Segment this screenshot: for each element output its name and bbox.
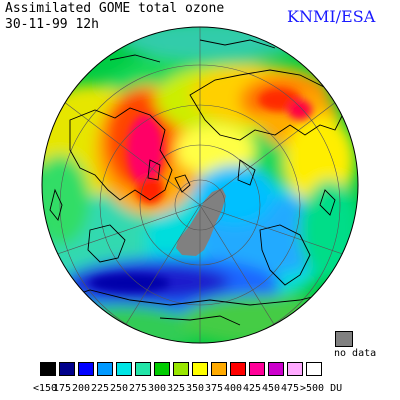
legend-swatch — [154, 362, 170, 376]
coastlines — [49, 39, 346, 326]
legend-tick-label: 450 — [262, 383, 281, 394]
legend-swatch — [173, 362, 189, 376]
legend-tick-label: 325 — [167, 383, 186, 394]
globe-outline — [41, 26, 359, 344]
legend-swatch — [306, 362, 322, 376]
legend-tick-label: 350 — [186, 383, 205, 394]
legend-swatch — [97, 362, 113, 376]
legend-swatch — [78, 362, 94, 376]
legend-swatch — [59, 362, 75, 376]
legend-tick-label: 475 — [281, 383, 300, 394]
legend-tick-label: >500 DU — [300, 383, 343, 394]
color-legend — [40, 362, 325, 376]
legend-tick-label: 375 — [205, 383, 224, 394]
legend-tick-label: 250 — [110, 383, 129, 394]
legend-swatch — [135, 362, 151, 376]
legend-tick-label: 400 — [224, 383, 243, 394]
nodata-label: no data — [334, 348, 377, 359]
map-title: Assimilated GOME total ozone — [5, 1, 225, 16]
legend-swatch — [211, 362, 227, 376]
legend-swatch — [249, 362, 265, 376]
legend-tick-label: 425 — [243, 383, 262, 394]
legend-tick-label: 275 — [129, 383, 148, 394]
credit-label: KNMI/ESA — [287, 7, 376, 26]
legend-swatch — [230, 362, 246, 376]
map-date: 30-11-99 12h — [5, 17, 99, 32]
legend-tick-label: <150 — [33, 383, 58, 394]
legend-labels: <150 175 200 225 250 275 300 325 350 375 400 425 450… — [0, 383, 400, 395]
legend-tick-label: 300 — [148, 383, 167, 394]
nodata-swatch — [335, 331, 353, 347]
legend-tick-label: 175 — [53, 383, 72, 394]
legend-swatch — [192, 362, 208, 376]
legend-swatch — [268, 362, 284, 376]
legend-swatch — [116, 362, 132, 376]
legend-swatch — [40, 362, 56, 376]
legend-swatch — [287, 362, 303, 376]
legend-tick-label: 225 — [91, 383, 110, 394]
legend-tick-label: 200 — [72, 383, 91, 394]
